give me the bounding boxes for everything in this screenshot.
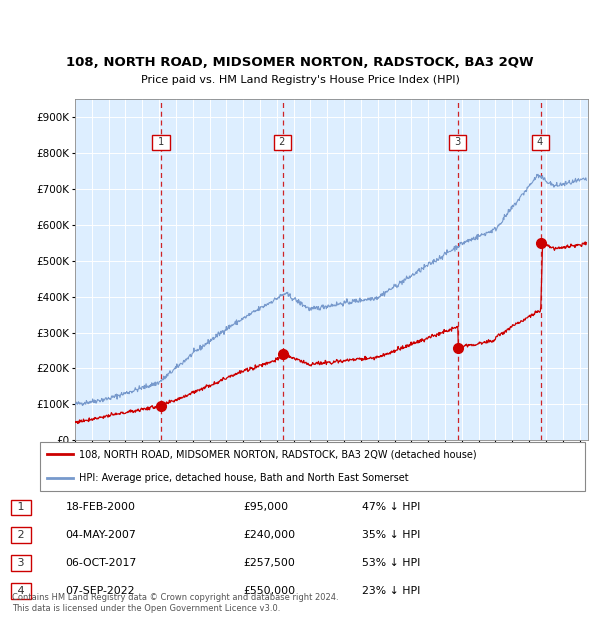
Text: 108, NORTH ROAD, MIDSOMER NORTON, RADSTOCK, BA3 2QW: 108, NORTH ROAD, MIDSOMER NORTON, RADSTO… xyxy=(66,56,534,69)
Text: 2: 2 xyxy=(14,530,28,540)
Text: 3: 3 xyxy=(14,558,28,568)
Text: 4: 4 xyxy=(535,137,547,148)
Text: 35% ↓ HPI: 35% ↓ HPI xyxy=(362,530,421,540)
Text: 2: 2 xyxy=(277,137,289,148)
Text: £95,000: £95,000 xyxy=(244,502,289,512)
Text: 108, NORTH ROAD, MIDSOMER NORTON, RADSTOCK, BA3 2QW (detached house): 108, NORTH ROAD, MIDSOMER NORTON, RADSTO… xyxy=(79,450,476,459)
Text: 04-MAY-2007: 04-MAY-2007 xyxy=(65,530,136,540)
FancyBboxPatch shape xyxy=(40,442,585,491)
Text: 47% ↓ HPI: 47% ↓ HPI xyxy=(362,502,421,512)
Text: £550,000: £550,000 xyxy=(244,586,296,596)
Text: 1: 1 xyxy=(155,137,167,148)
Text: 53% ↓ HPI: 53% ↓ HPI xyxy=(362,558,421,568)
Text: £257,500: £257,500 xyxy=(244,558,295,568)
Text: 3: 3 xyxy=(452,137,464,148)
Text: £240,000: £240,000 xyxy=(244,530,296,540)
Text: 4: 4 xyxy=(14,586,28,596)
Text: 18-FEB-2000: 18-FEB-2000 xyxy=(65,502,136,512)
Text: 07-SEP-2022: 07-SEP-2022 xyxy=(65,586,135,596)
Text: 23% ↓ HPI: 23% ↓ HPI xyxy=(362,586,421,596)
Text: Price paid vs. HM Land Registry's House Price Index (HPI): Price paid vs. HM Land Registry's House … xyxy=(140,75,460,85)
Text: 1: 1 xyxy=(14,502,28,512)
Text: Contains HM Land Registry data © Crown copyright and database right 2024.
This d: Contains HM Land Registry data © Crown c… xyxy=(12,593,338,613)
Text: 06-OCT-2017: 06-OCT-2017 xyxy=(65,558,137,568)
Text: HPI: Average price, detached house, Bath and North East Somerset: HPI: Average price, detached house, Bath… xyxy=(79,473,409,483)
